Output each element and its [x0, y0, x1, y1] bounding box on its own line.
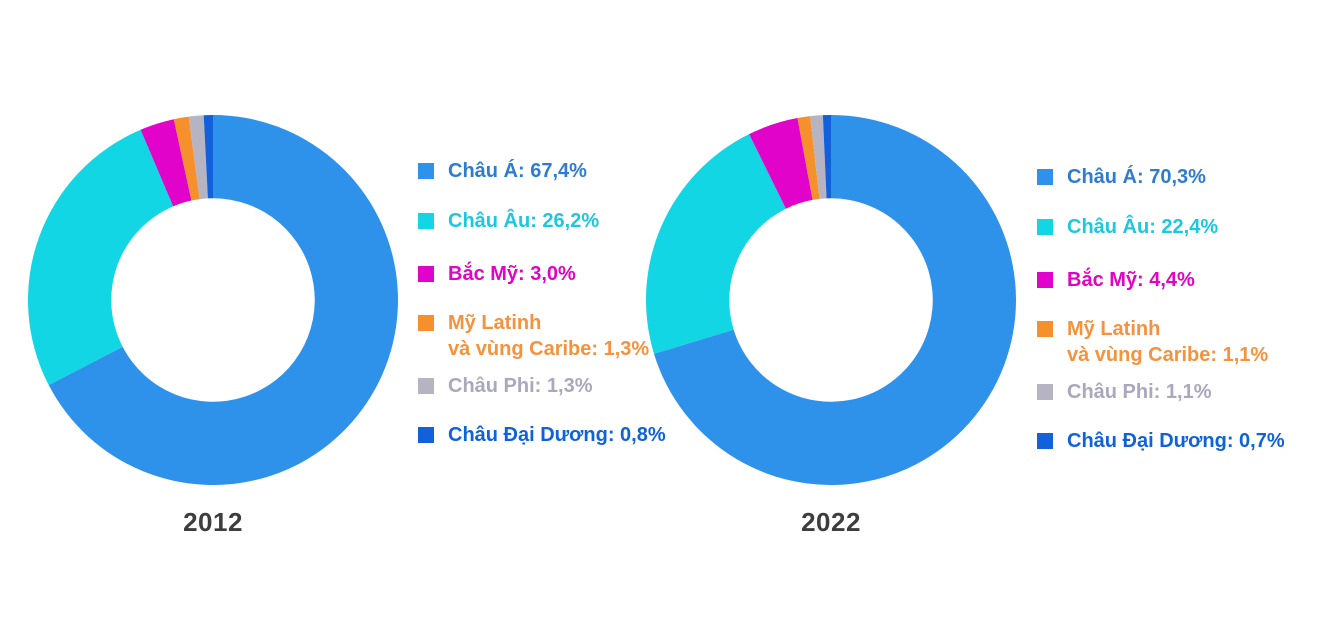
legend-label-line: Châu Á: 67,4%: [448, 160, 587, 182]
donut-slice-chau-a: [48, 115, 398, 485]
legend-label-line: Mỹ Latinh: [1067, 318, 1161, 340]
legend-swatch-chau-au: [1037, 219, 1053, 235]
legend-label-line: Châu Phi: 1,1%: [1067, 381, 1212, 403]
legend-label-bac-my: Bắc Mỹ: 4,4%: [1067, 267, 1195, 293]
legend-label-chau-phi: Châu Phi: 1,3%: [448, 373, 592, 399]
legend-label-bac-my: Bắc Mỹ: 3,0%: [448, 261, 576, 287]
legend-swatch-chau-au: [418, 213, 434, 229]
legend-label-line: Châu Đại Dương: 0,8%: [448, 424, 666, 446]
legend-swatch-chau-dai-duong: [1037, 433, 1053, 449]
legend-item-chau-a: Châu Á: 70,3%: [1037, 164, 1206, 190]
legend-label-line: Mỹ Latinh: [448, 312, 542, 334]
donut-slice-chau-au: [646, 134, 786, 354]
legend-item-chau-a: Châu Á: 67,4%: [418, 158, 587, 184]
legend-2022: Châu Á: 70,3% Châu Âu: 22,4% Bắc Mỹ: 4,4…: [1037, 164, 1307, 464]
year-label-2022: 2022: [801, 507, 861, 537]
donut-slice-bac-my: [749, 118, 813, 209]
donut-slice-my-latinh-va-vung-caribe: [797, 116, 820, 200]
legend-label-line: và vùng Caribe: 1,1%: [1067, 344, 1269, 366]
legend-label-line: Châu Âu: 22,4%: [1067, 216, 1219, 238]
legend-label-line: Châu Âu: 26,2%: [448, 210, 600, 232]
legend-swatch-chau-a: [1037, 169, 1053, 185]
legend-label-chau-a: Châu Á: 70,3%: [1067, 164, 1206, 190]
donut-slice-chau-dai-duong: [203, 114, 213, 199]
legend-label-chau-au: Châu Âu: 22,4%: [1067, 214, 1218, 240]
legend-label-line: và vùng Caribe: 1,3%: [448, 338, 650, 360]
legend-label-line: Châu Đại Dương: 0,7%: [1067, 430, 1285, 452]
legend-swatch-bac-my: [1037, 272, 1053, 288]
year-label-2012: 2012: [183, 507, 243, 537]
legend-swatch-chau-a: [418, 163, 434, 179]
legend-swatch-my-latinh-va-vung-caribe: [418, 315, 434, 331]
legend-item-my-latinh-va-vung-caribe: Mỹ Latinh và vùng Caribe: 1,1%: [1037, 316, 1268, 368]
legend-item-my-latinh-va-vung-caribe: Mỹ Latinh và vùng Caribe: 1,3%: [418, 310, 649, 362]
legend-label-chau-dai-duong: Châu Đại Dương: 0,7%: [1067, 428, 1285, 454]
legend-swatch-bac-my: [418, 266, 434, 282]
legend-item-bac-my: Bắc Mỹ: 3,0%: [418, 261, 576, 287]
legend-swatch-my-latinh-va-vung-caribe: [1037, 321, 1053, 337]
donut-slice-chau-au: [27, 129, 174, 386]
legend-label-chau-phi: Châu Phi: 1,1%: [1067, 379, 1211, 405]
legend-swatch-chau-dai-duong: [418, 427, 434, 443]
donut-slice-chau-phi: [188, 115, 208, 200]
legend-item-chau-au: Châu Âu: 26,2%: [418, 208, 599, 234]
legend-swatch-chau-phi: [1037, 384, 1053, 400]
legend-item-chau-dai-duong: Châu Đại Dương: 0,8%: [418, 422, 666, 448]
legend-label-line: Bắc Mỹ: 3,0%: [448, 263, 576, 285]
donut-chart-2022: [645, 114, 1017, 486]
donut-slice-chau-a: [654, 115, 1017, 486]
legend-label-chau-a: Châu Á: 67,4%: [448, 158, 587, 184]
legend-label-chau-au: Châu Âu: 26,2%: [448, 208, 599, 234]
donut-slice-chau-phi: [810, 115, 827, 199]
legend-2012: Châu Á: 67,4% Châu Âu: 26,2% Bắc Mỹ: 3,0…: [418, 158, 688, 458]
legend-label-line: Châu Á: 70,3%: [1067, 166, 1206, 188]
legend-swatch-chau-phi: [418, 378, 434, 394]
legend-label-line: Bắc Mỹ: 4,4%: [1067, 269, 1195, 291]
donut-slice-my-latinh-va-vung-caribe: [173, 116, 200, 201]
legend-label-chau-dai-duong: Châu Đại Dương: 0,8%: [448, 422, 666, 448]
legend-item-chau-phi: Châu Phi: 1,1%: [1037, 379, 1211, 405]
donut-slice-chau-dai-duong: [822, 115, 831, 199]
legend-item-chau-dai-duong: Châu Đại Dương: 0,7%: [1037, 428, 1285, 454]
legend-item-chau-au: Châu Âu: 22,4%: [1037, 214, 1218, 240]
legend-label-my-latinh-va-vung-caribe: Mỹ Latinh và vùng Caribe: 1,3%: [448, 310, 649, 362]
legend-label-line: Châu Phi: 1,3%: [448, 375, 593, 397]
legend-item-bac-my: Bắc Mỹ: 4,4%: [1037, 267, 1195, 293]
donut-chart-2012: [27, 114, 399, 486]
legend-item-chau-phi: Châu Phi: 1,3%: [418, 373, 592, 399]
legend-label-my-latinh-va-vung-caribe: Mỹ Latinh và vùng Caribe: 1,1%: [1067, 316, 1268, 368]
donut-slice-bac-my: [140, 119, 192, 207]
